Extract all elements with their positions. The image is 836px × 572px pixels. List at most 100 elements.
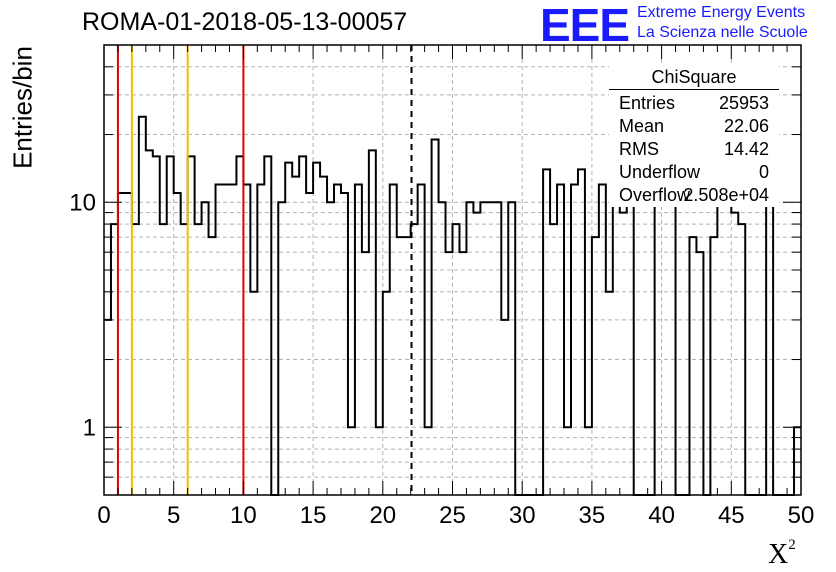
stats-box: ChiSquare Entries 25953 Mean 22.06 RMS 14.4… xyxy=(609,66,779,207)
histogram-bin xyxy=(334,184,341,495)
tick-labels: 0 5 10 15 20 25 30 35 40 45 50 1 10 xyxy=(69,189,814,529)
stats-row-entries: Entries 25953 xyxy=(609,92,779,115)
y-tick-label: 10 xyxy=(69,189,96,216)
plot-title: ROMA-01-2018-05-13-00057 xyxy=(82,8,408,36)
histogram-bin xyxy=(738,224,745,495)
histogram-bin xyxy=(306,193,313,495)
x-tick-label: 0 xyxy=(97,502,110,529)
histogram-bin xyxy=(160,224,167,495)
logo-caption-line2: La Scienza nelle Scuole xyxy=(637,24,808,41)
histogram-bin xyxy=(285,163,292,495)
histogram-bin xyxy=(299,156,306,495)
x-tick-label: 10 xyxy=(230,502,257,529)
histogram-bin xyxy=(132,224,139,495)
y-tick-label: 1 xyxy=(83,414,96,441)
histogram-bin xyxy=(439,202,446,495)
histogram-bin xyxy=(543,169,550,495)
histogram-bin xyxy=(592,237,599,495)
histogram-bin xyxy=(202,202,209,495)
histogram-bin xyxy=(724,177,731,495)
x-tick-label: 20 xyxy=(369,502,396,529)
histogram-bin xyxy=(355,184,362,495)
histogram-bin xyxy=(278,202,285,495)
x-tick-label: 30 xyxy=(509,502,536,529)
histogram-bin xyxy=(627,184,634,495)
stats-row-underflow: Underflow 0 xyxy=(609,161,779,184)
histogram-bin xyxy=(557,184,564,495)
x-axis-label-superscript: 2 xyxy=(788,537,796,553)
x-tick-label: 45 xyxy=(718,502,745,529)
histogram-bin xyxy=(320,177,327,495)
histogram-bin xyxy=(181,224,188,495)
histogram-bin xyxy=(257,184,264,495)
histogram-bin xyxy=(383,292,390,495)
histogram-bin xyxy=(188,156,195,495)
histogram-bin xyxy=(146,150,153,495)
histogram-bin xyxy=(313,163,320,495)
histogram-bin xyxy=(376,427,383,495)
histogram-bin xyxy=(425,427,432,495)
marker-lines xyxy=(116,45,413,495)
histogram-bin xyxy=(571,184,578,495)
histogram-bin xyxy=(174,193,181,495)
histogram-bin xyxy=(466,202,473,495)
histogram-bin xyxy=(292,177,299,495)
stats-key: Entries xyxy=(619,93,676,113)
histogram-bin xyxy=(118,193,125,495)
histogram-bin xyxy=(487,202,494,495)
histogram-bin xyxy=(327,202,334,495)
histogram-bin xyxy=(599,184,606,495)
histogram-bin xyxy=(229,184,236,495)
axis-ticks xyxy=(103,44,802,496)
histogram-bin xyxy=(195,224,202,495)
histogram-bin xyxy=(264,156,271,495)
x-axis-label: X2 xyxy=(768,537,796,571)
stats-title: ChiSquare xyxy=(609,66,779,90)
x-tick-label: 5 xyxy=(167,502,180,529)
histogram-bin xyxy=(453,224,460,495)
histogram-bin xyxy=(250,292,257,495)
stats-value: 0 xyxy=(758,162,769,182)
histogram-bin xyxy=(578,169,585,495)
histogram-bin xyxy=(480,202,487,495)
stats-row-overflow: Overflow 2.508e+04 xyxy=(609,184,779,207)
x-tick-label: 50 xyxy=(788,502,815,529)
logo-caption: Extreme Energy Events La Scienza nelle S… xyxy=(637,3,808,43)
histogram-bin xyxy=(348,427,355,495)
histogram-bin xyxy=(139,117,146,495)
histogram-bin xyxy=(662,184,669,495)
histogram-bin xyxy=(606,292,613,495)
stats-key: Underflow xyxy=(619,162,701,182)
x-tick-label: 15 xyxy=(300,502,327,529)
histogram-bin xyxy=(243,184,250,495)
histogram-bin xyxy=(717,177,724,495)
histogram-bin xyxy=(222,184,229,495)
histogram-bin xyxy=(731,213,738,495)
histogram-bin xyxy=(397,237,404,495)
eee-logo: EEE xyxy=(540,0,630,51)
stats-key: Mean xyxy=(619,116,665,136)
histogram-bin xyxy=(620,213,627,495)
histogram-bin xyxy=(153,156,160,495)
x-tick-label: 35 xyxy=(579,502,606,529)
histogram-bin xyxy=(418,184,425,495)
histogram-bin xyxy=(362,252,369,495)
histogram-bin xyxy=(369,150,376,495)
histogram-bin xyxy=(104,320,111,495)
histogram-bin xyxy=(696,252,703,495)
stats-row-rms: RMS 14.42 xyxy=(609,138,779,161)
histogram-bin xyxy=(689,237,696,495)
histogram-bin xyxy=(125,193,132,495)
histogram-bin xyxy=(459,252,466,495)
histogram-bin xyxy=(508,202,515,495)
histogram-bin xyxy=(341,193,348,495)
histogram-bin xyxy=(390,184,397,495)
stats-value: 2.508e+04 xyxy=(683,185,769,205)
histogram-bin xyxy=(613,169,620,495)
histogram-bin xyxy=(564,427,571,495)
stats-key: Overflow xyxy=(619,185,691,205)
histogram-bin xyxy=(766,202,773,495)
histogram-bin xyxy=(236,156,243,495)
histogram-bin xyxy=(432,140,439,495)
